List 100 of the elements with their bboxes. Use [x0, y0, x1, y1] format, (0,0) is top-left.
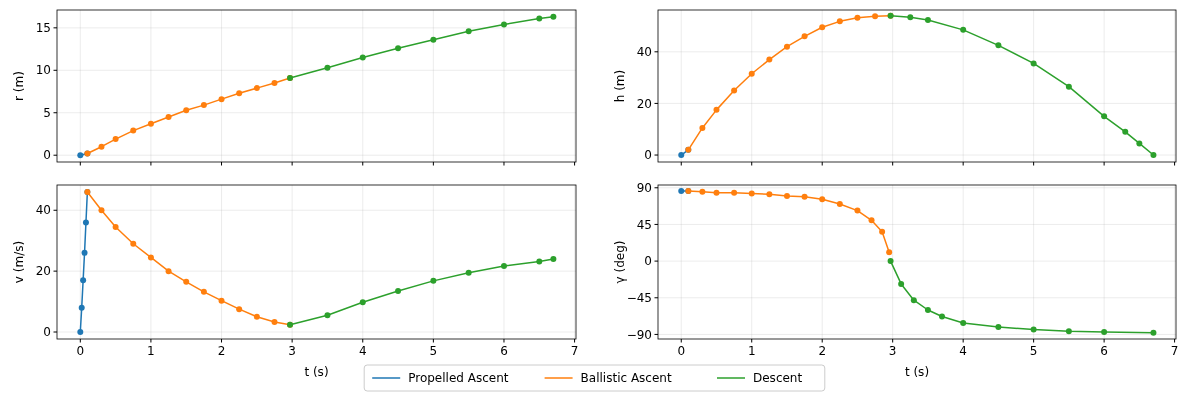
point	[939, 313, 946, 320]
point	[98, 143, 105, 150]
point	[1122, 128, 1129, 135]
point	[748, 190, 755, 197]
legend-label: Ballistic Ascent	[580, 371, 672, 386]
x-tick-label: 6	[1100, 344, 1108, 358]
point	[395, 45, 402, 52]
y-axis-title: v (m/s)	[12, 240, 26, 284]
x-tick-label: 7	[1170, 344, 1179, 358]
x-tick-label: 1	[747, 344, 756, 358]
point	[271, 80, 278, 87]
point	[359, 299, 366, 306]
point	[550, 13, 557, 20]
point	[678, 152, 685, 159]
point	[465, 269, 472, 276]
point	[500, 21, 507, 28]
point	[130, 240, 137, 247]
point	[1150, 152, 1157, 159]
point	[324, 312, 331, 319]
y-tick-label: 0	[644, 254, 652, 269]
y-axis-title: γ (deg)	[613, 240, 627, 284]
point	[960, 26, 967, 33]
point	[183, 278, 190, 285]
point	[924, 17, 931, 24]
point	[731, 87, 738, 94]
y-tick-label: 5	[43, 105, 51, 120]
point	[713, 106, 720, 113]
point	[783, 192, 790, 199]
point	[80, 277, 87, 284]
point	[236, 306, 243, 313]
point	[854, 207, 861, 214]
point	[854, 14, 861, 21]
y-axis-title: r (m)	[12, 71, 26, 101]
y-tick-label: 40	[636, 45, 652, 60]
point	[430, 277, 437, 284]
point	[536, 15, 543, 22]
x-tick-label: 6	[500, 344, 508, 358]
point	[910, 297, 917, 304]
point	[430, 36, 437, 43]
point	[819, 24, 826, 31]
legend-label: Descent	[753, 371, 803, 386]
point	[699, 188, 706, 195]
point	[147, 120, 154, 127]
y-tick-label: 90	[636, 180, 652, 195]
point	[324, 64, 331, 71]
point	[783, 43, 790, 50]
x-axis-title: t (s)	[304, 365, 329, 379]
point	[1030, 326, 1037, 333]
x-tick-label: 3	[888, 344, 897, 358]
y-tick-label: 20	[636, 96, 652, 111]
point	[550, 255, 557, 262]
point	[887, 258, 894, 265]
point	[995, 324, 1002, 331]
point	[1101, 113, 1108, 120]
point	[218, 96, 225, 103]
point	[395, 287, 402, 294]
point	[731, 189, 738, 196]
x-tick-label: 3	[288, 344, 296, 358]
point	[766, 191, 773, 198]
point	[271, 318, 278, 325]
y-axis-title: h (m)	[613, 69, 627, 103]
point	[500, 262, 507, 269]
y-tick-label: 0	[43, 325, 51, 340]
x-tick-label: 4	[959, 344, 967, 358]
point	[879, 228, 886, 235]
point	[819, 196, 826, 203]
x-tick-label: 7	[570, 344, 579, 358]
y-tick-label: 45	[636, 217, 652, 232]
point	[112, 224, 119, 230]
point	[868, 217, 875, 224]
y-tick-label: −90	[626, 327, 652, 342]
point	[1065, 83, 1072, 90]
point	[253, 313, 260, 320]
point	[836, 18, 843, 25]
point	[82, 219, 89, 226]
point	[1136, 140, 1143, 147]
x-tick-label: 0	[677, 344, 686, 358]
y-tick-label: 10	[35, 63, 51, 78]
y-tick-label: −45	[626, 290, 652, 305]
point	[995, 42, 1002, 49]
point	[1150, 329, 1157, 336]
point	[907, 14, 914, 21]
point	[130, 127, 137, 134]
point	[801, 33, 808, 40]
x-tick-label: 4	[358, 344, 367, 358]
point	[77, 329, 84, 335]
point	[359, 54, 366, 61]
point	[836, 201, 843, 208]
point	[147, 254, 154, 261]
point	[165, 268, 172, 275]
point	[183, 107, 190, 114]
point	[886, 249, 893, 256]
point	[1065, 328, 1072, 335]
point	[766, 56, 773, 63]
point	[872, 13, 879, 20]
point	[536, 258, 543, 265]
x-tick-label: 2	[818, 344, 827, 358]
point	[713, 189, 720, 196]
point	[748, 70, 755, 77]
point	[253, 85, 260, 92]
